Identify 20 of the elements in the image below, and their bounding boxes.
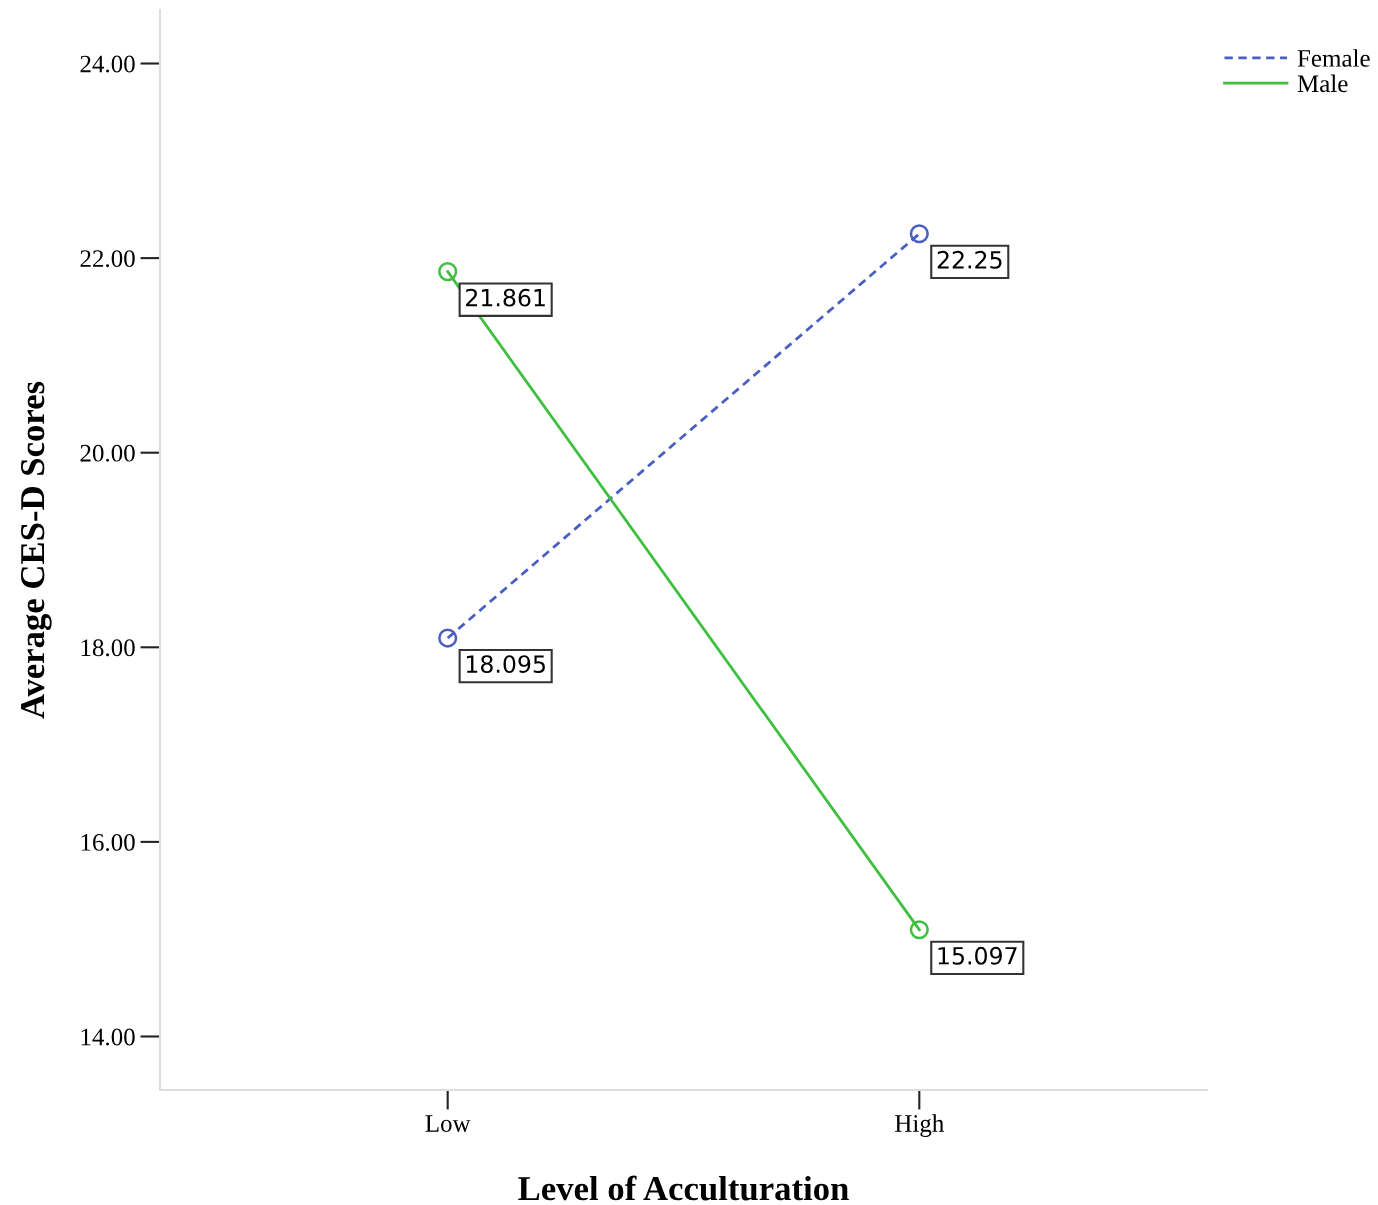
y-tick-label: 14.00 — [81, 1028, 135, 1046]
y-tick-label: 22.00 — [80, 250, 135, 268]
x-axis-title: Level of Acculturation — [518, 1175, 849, 1201]
y-tick-label: 20.00 — [80, 444, 135, 462]
point — [438, 628, 458, 648]
legend-label: Male — [1297, 74, 1348, 93]
y-axis-title: Average CES-D Scores — [21, 381, 52, 719]
x-tick-label: Low — [425, 1115, 471, 1132]
y-tick-label: 24.00 — [80, 55, 135, 73]
y-tick-label: 16.00 — [81, 833, 135, 851]
data-label: 21.861 — [466, 288, 545, 307]
point — [909, 920, 929, 940]
y-tick-label: 18.00 — [81, 639, 135, 657]
data-label: 18.095 — [466, 655, 545, 673]
data-label: 15.097 — [938, 946, 1017, 965]
legend-label: Female — [1297, 49, 1370, 67]
data-label: 22.25 — [937, 250, 1002, 269]
point — [438, 262, 458, 282]
x-tick-label: High — [895, 1114, 944, 1138]
point — [909, 224, 929, 244]
